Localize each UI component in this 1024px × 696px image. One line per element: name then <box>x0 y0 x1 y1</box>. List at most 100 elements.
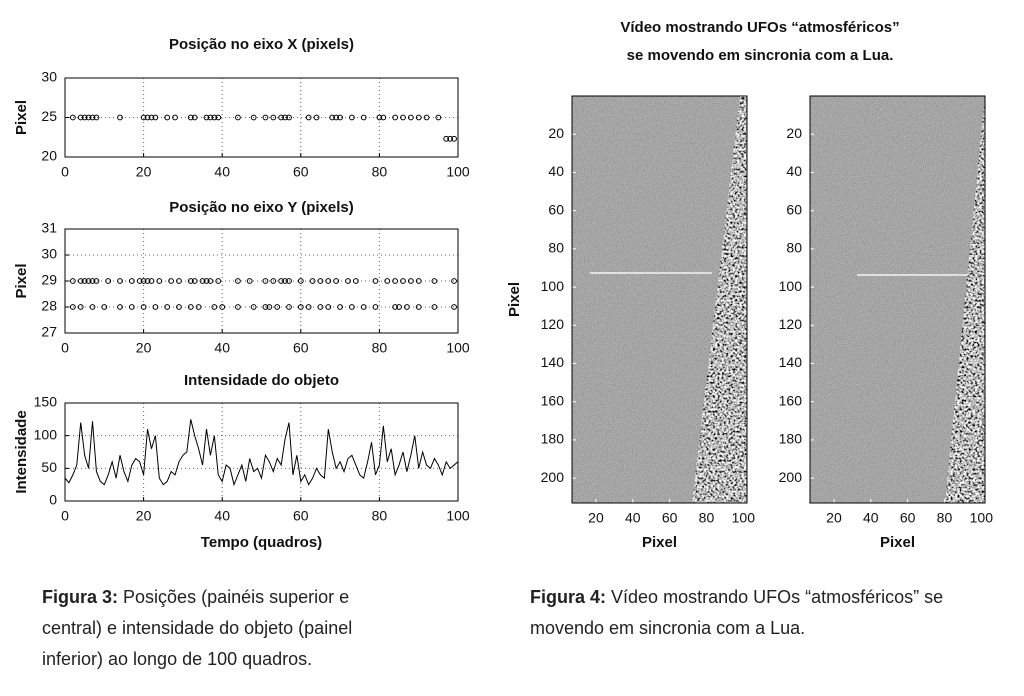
y-tick-label: 80 <box>548 240 564 256</box>
x-tick-label: 80 <box>372 164 388 180</box>
chart-title: Intensidade do objeto <box>184 372 339 389</box>
y-axis-label: Intensidade <box>13 410 30 493</box>
point <box>270 114 277 121</box>
x-tick-label: 100 <box>732 510 756 526</box>
y-tick-label: 180 <box>779 431 803 447</box>
point <box>443 135 450 142</box>
point <box>360 114 367 121</box>
y-tick-label: 100 <box>779 278 803 294</box>
y-tick-label: 120 <box>779 316 803 332</box>
point <box>191 114 198 121</box>
y-tick-label: 180 <box>541 431 565 447</box>
point <box>235 304 241 310</box>
point <box>136 278 143 284</box>
point <box>329 114 336 121</box>
point <box>117 114 123 121</box>
caption-label: Figura 4: <box>530 587 607 607</box>
y-axis-label: Pixel <box>13 100 30 135</box>
plot-frame <box>64 228 459 334</box>
point <box>69 278 76 284</box>
point <box>93 114 100 121</box>
y-tick-label: 200 <box>541 469 565 485</box>
x-tick-label: 20 <box>136 508 152 524</box>
point <box>144 278 151 284</box>
y-axis-label: Pixel <box>13 263 30 298</box>
point <box>451 278 457 284</box>
point <box>128 278 135 284</box>
point <box>187 304 194 310</box>
point <box>117 304 123 310</box>
x-tick-label: 60 <box>293 508 309 524</box>
point <box>195 304 202 310</box>
y-tick-label: 20 <box>786 125 802 141</box>
y-tick-label: 160 <box>779 392 803 408</box>
point <box>77 278 84 284</box>
point <box>156 278 163 284</box>
point <box>317 304 324 310</box>
caption-text: Vídeo mostrando UFOs “atmosféricos” se m… <box>530 587 944 638</box>
point <box>392 278 399 284</box>
y-tick-label: 40 <box>548 163 564 179</box>
point <box>89 114 96 121</box>
x-tick-label: 60 <box>293 340 309 356</box>
y-tick-label: 30 <box>41 246 57 262</box>
point <box>270 278 277 284</box>
y-tick-label: 40 <box>786 163 802 179</box>
x-tick-label: 20 <box>136 164 152 180</box>
point <box>93 278 100 284</box>
chart-subtitle: se movendo em sincronia com a Lua. <box>627 47 894 64</box>
point <box>219 304 226 310</box>
point <box>400 114 406 121</box>
point <box>451 304 457 310</box>
y-tick-label: 60 <box>786 201 802 217</box>
point <box>360 304 367 310</box>
point <box>191 278 198 284</box>
point <box>376 114 383 121</box>
point <box>215 278 222 284</box>
point <box>352 278 359 284</box>
y-tick-label: 20 <box>548 125 564 141</box>
point <box>187 114 194 121</box>
point <box>286 304 292 310</box>
point <box>152 114 159 121</box>
caption: Figura 3: Posições (painéis superior e c… <box>42 582 402 675</box>
point <box>246 278 253 284</box>
y-tick-label: 150 <box>34 394 58 410</box>
point <box>144 114 151 121</box>
point <box>85 114 92 121</box>
point <box>235 278 241 284</box>
point <box>345 278 351 284</box>
x-tick-label: 100 <box>446 340 470 356</box>
x-tick-label: 60 <box>293 164 309 180</box>
x-tick-label: 20 <box>588 510 604 526</box>
point <box>415 114 422 121</box>
y-tick-label: 60 <box>548 201 564 217</box>
point <box>348 304 355 310</box>
point <box>297 278 304 284</box>
x-tick-label: 60 <box>662 510 678 526</box>
plot-frame <box>809 95 986 504</box>
point <box>286 278 292 284</box>
x-tick-label: 20 <box>136 340 152 356</box>
x-tick-label: 80 <box>699 510 715 526</box>
chart-title: Posição no eixo X (pixels) <box>169 36 354 53</box>
x-axis-label: Pixel <box>880 534 915 551</box>
point <box>211 304 218 310</box>
point <box>250 304 257 310</box>
point <box>407 114 414 121</box>
point <box>69 114 76 121</box>
point <box>286 114 292 121</box>
point <box>176 278 182 284</box>
point <box>282 278 288 284</box>
x-tick-label: 100 <box>970 510 994 526</box>
point <box>117 278 123 284</box>
x-tick-label: 100 <box>446 508 470 524</box>
point <box>148 278 155 284</box>
x-tick-label: 60 <box>900 510 916 526</box>
point <box>101 304 108 310</box>
y-tick-label: 140 <box>779 354 803 370</box>
point <box>262 114 269 121</box>
point <box>235 114 241 121</box>
point <box>333 114 340 121</box>
